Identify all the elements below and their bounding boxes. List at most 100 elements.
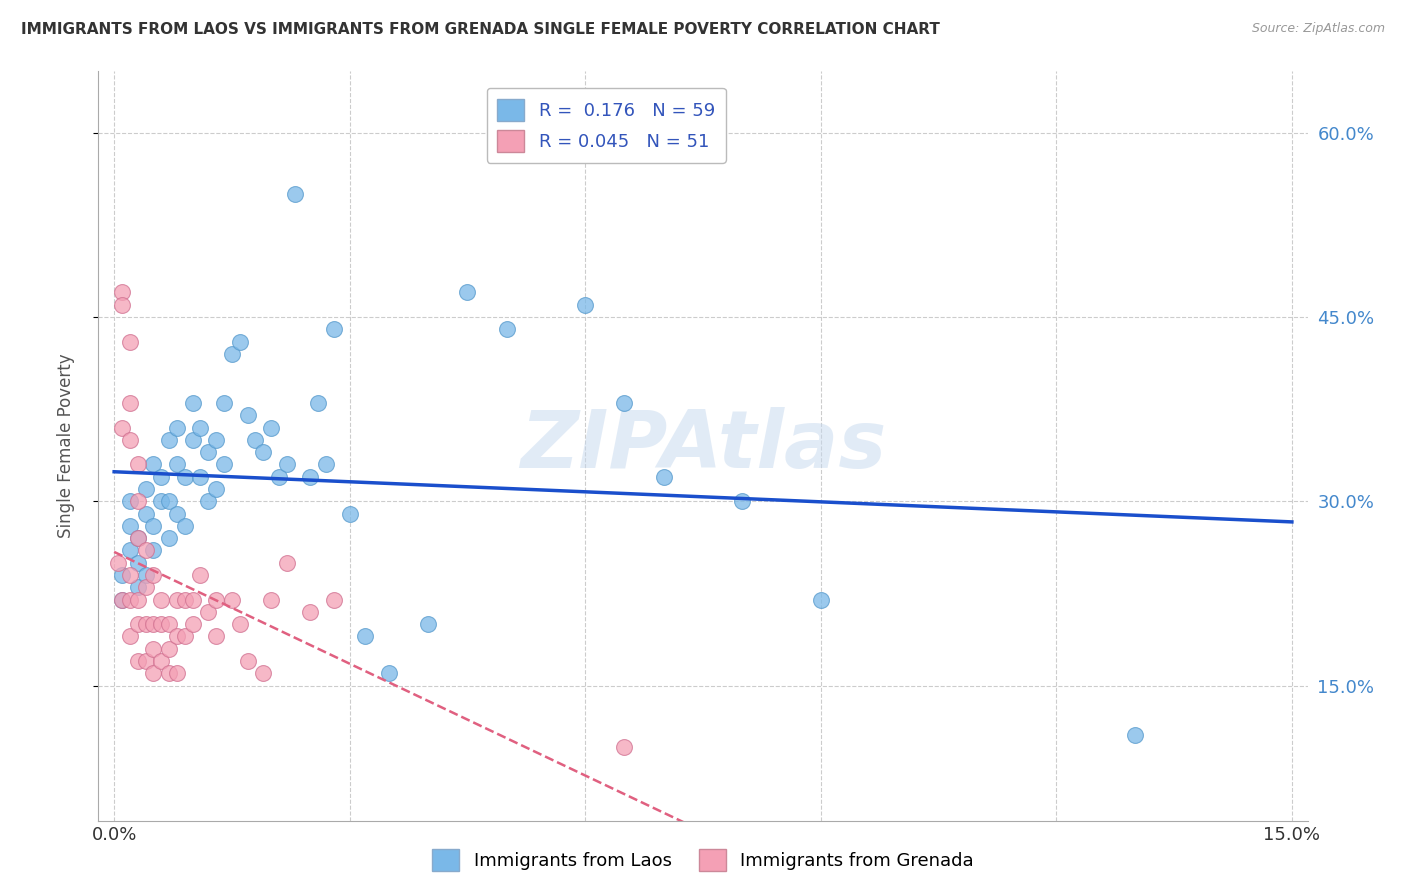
Point: [127, 458, 149, 472]
Point: [276, 458, 298, 472]
Point: [181, 433, 204, 447]
Text: ZIPAtlas: ZIPAtlas: [520, 407, 886, 485]
Point: [142, 568, 165, 582]
Point: [157, 641, 180, 656]
Point: [150, 494, 173, 508]
Point: [652, 469, 675, 483]
Point: [127, 617, 149, 632]
Point: [118, 519, 141, 533]
Point: [166, 666, 188, 681]
Point: [166, 592, 188, 607]
Point: [111, 420, 134, 434]
Point: [157, 531, 180, 545]
Point: [127, 654, 149, 668]
Point: [142, 617, 165, 632]
Point: [236, 409, 259, 423]
Point: [166, 629, 188, 643]
Point: [118, 494, 141, 508]
Point: [173, 519, 195, 533]
Point: [127, 592, 149, 607]
Point: [142, 458, 165, 472]
Point: [157, 433, 180, 447]
Point: [229, 617, 252, 632]
Point: [127, 494, 149, 508]
Point: [135, 580, 157, 594]
Point: [166, 420, 188, 434]
Point: [323, 592, 346, 607]
Point: [299, 469, 322, 483]
Point: [118, 396, 141, 410]
Point: [236, 654, 259, 668]
Point: [613, 739, 636, 754]
Point: [135, 543, 157, 558]
Point: [252, 666, 274, 681]
Point: [157, 494, 180, 508]
Point: [229, 334, 252, 349]
Point: [284, 187, 307, 202]
Point: [276, 556, 298, 570]
Point: [197, 605, 219, 619]
Point: [205, 433, 228, 447]
Point: [197, 445, 219, 459]
Point: [157, 666, 180, 681]
Point: [190, 469, 212, 483]
Point: [354, 629, 377, 643]
Point: [181, 592, 204, 607]
Point: [190, 420, 212, 434]
Point: [495, 322, 517, 336]
Point: [315, 458, 337, 472]
Point: [181, 617, 204, 632]
Point: [1123, 728, 1146, 742]
Point: [142, 641, 165, 656]
Y-axis label: Single Female Poverty: Single Female Poverty: [56, 354, 75, 538]
Point: [307, 396, 329, 410]
Point: [127, 580, 149, 594]
Point: [205, 482, 228, 496]
Point: [252, 445, 274, 459]
Point: [111, 285, 134, 300]
Point: [135, 507, 157, 521]
Point: [810, 592, 832, 607]
Point: [166, 507, 188, 521]
Point: [205, 592, 228, 607]
Text: Source: ZipAtlas.com: Source: ZipAtlas.com: [1251, 22, 1385, 36]
Point: [107, 556, 129, 570]
Point: [118, 568, 141, 582]
Point: [267, 469, 290, 483]
Point: [613, 396, 636, 410]
Legend: Immigrants from Laos, Immigrants from Grenada: Immigrants from Laos, Immigrants from Gr…: [425, 842, 981, 879]
Point: [245, 433, 267, 447]
Point: [135, 654, 157, 668]
Point: [212, 458, 235, 472]
Point: [135, 568, 157, 582]
Point: [111, 592, 134, 607]
Point: [142, 543, 165, 558]
Point: [212, 396, 235, 410]
Point: [111, 298, 134, 312]
Point: [127, 531, 149, 545]
Point: [157, 617, 180, 632]
Point: [418, 617, 440, 632]
Point: [135, 482, 157, 496]
Point: [260, 592, 283, 607]
Point: [339, 507, 361, 521]
Point: [221, 347, 243, 361]
Point: [142, 666, 165, 681]
Point: [221, 592, 243, 607]
Point: [118, 334, 141, 349]
Point: [378, 666, 401, 681]
Point: [118, 433, 141, 447]
Point: [181, 396, 204, 410]
Point: [150, 654, 173, 668]
Point: [127, 531, 149, 545]
Point: [166, 458, 188, 472]
Point: [150, 592, 173, 607]
Point: [173, 629, 195, 643]
Point: [118, 629, 141, 643]
Point: [197, 494, 219, 508]
Point: [127, 556, 149, 570]
Point: [150, 617, 173, 632]
Point: [173, 469, 195, 483]
Point: [731, 494, 754, 508]
Point: [299, 605, 322, 619]
